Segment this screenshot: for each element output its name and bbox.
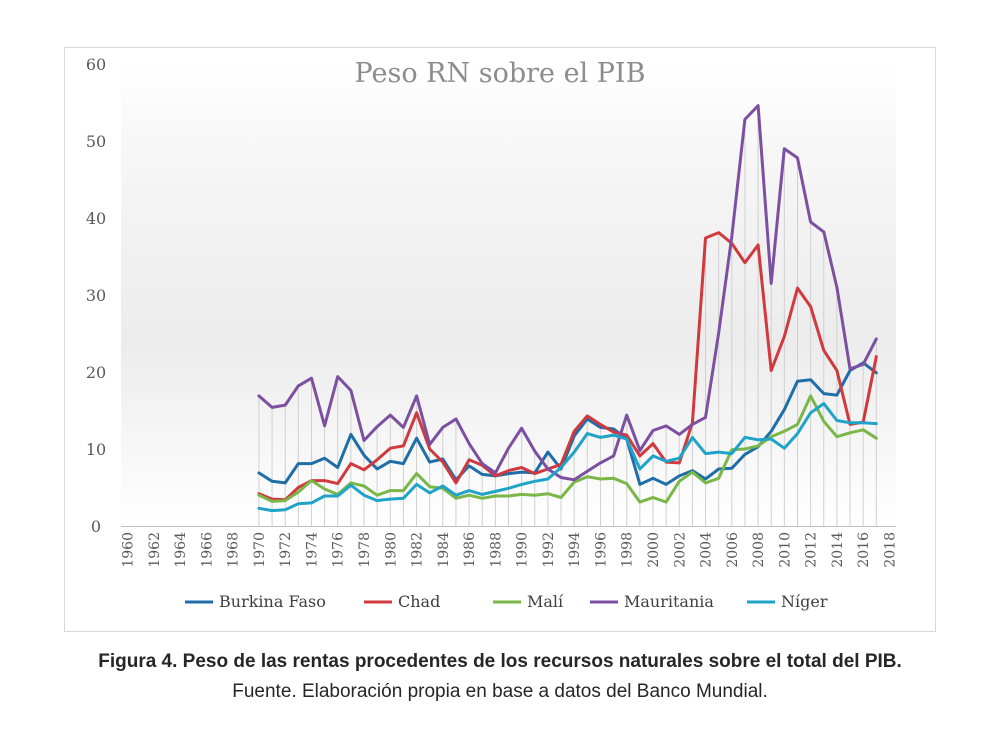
series-line [257,231,878,502]
x-tick-label: 2016 [856,532,872,568]
x-tick-label: 2006 [725,532,741,568]
x-tick-label: 1972 [278,532,294,568]
legend-entry: Malí [527,592,564,611]
x-tick-label: 1974 [304,532,320,568]
y-tick-label: 40 [86,209,106,228]
x-tick-label: 1994 [567,532,583,568]
x-tick-label: 1970 [252,532,268,568]
x-tick-label: 2018 [882,532,898,568]
x-tick-label: 1986 [462,532,478,568]
x-tick-label: 1976 [331,532,347,568]
legend-entry: Níger [781,592,828,611]
x-tick-label: 1978 [357,532,373,568]
legend-entry: Chad [398,592,440,611]
y-tick-label: 60 [86,55,106,74]
x-tick-label: 2004 [699,532,715,568]
series-line [257,104,878,482]
figure-caption-source: Fuente. Elaboración propia en base a dat… [232,681,768,702]
series-line [257,402,878,513]
x-tick-label: 1980 [383,532,399,568]
x-tick-label: 1962 [147,532,163,568]
x-tick-label: 1992 [541,532,557,568]
series-lines [257,104,878,513]
series-line [257,361,878,486]
x-tick-label: 1982 [410,532,426,568]
x-tick-label: 2012 [804,532,820,568]
x-tick-label: 1964 [173,532,189,568]
y-tick-label: 0 [91,517,101,536]
x-tick-label: 2002 [672,532,688,568]
x-tick-label: 1998 [620,532,636,568]
series-line [257,394,878,504]
x-tick-label: 1984 [436,532,452,568]
x-tick-label: 2010 [777,532,793,568]
y-tick-label: 50 [86,132,106,151]
legend-entry: Burkina Faso [219,592,326,611]
y-tick-label: 30 [86,286,106,305]
y-tick-label: 10 [86,440,106,459]
legend: Burkina Faso Chad Malí Mauritania Níger [185,592,828,611]
y-tick-label: 20 [86,363,106,382]
x-tick-label: 1990 [515,532,531,568]
x-tick-label: 1968 [226,532,242,568]
legend-entry: Mauritania [624,592,714,611]
figure-caption-title: Figura 4. Peso de las rentas procedentes… [98,651,902,672]
x-tick-label: 2014 [830,532,846,568]
x-tick-label: 1966 [199,532,215,568]
x-tick-label: 1996 [593,532,609,568]
chart-title: Peso RN sobre el PIB [355,58,646,89]
x-tick-label: 1988 [488,532,504,568]
x-axis: 1960 1962 1964 1966 1968 1970 1972 1974 1976 1978… [121,532,899,568]
x-tick-label: 2008 [751,532,767,568]
y-axis: 0 10 20 30 40 50 60 [86,55,106,536]
x-tick-label: 2000 [646,532,662,568]
x-tick-label: 1960 [121,532,137,568]
